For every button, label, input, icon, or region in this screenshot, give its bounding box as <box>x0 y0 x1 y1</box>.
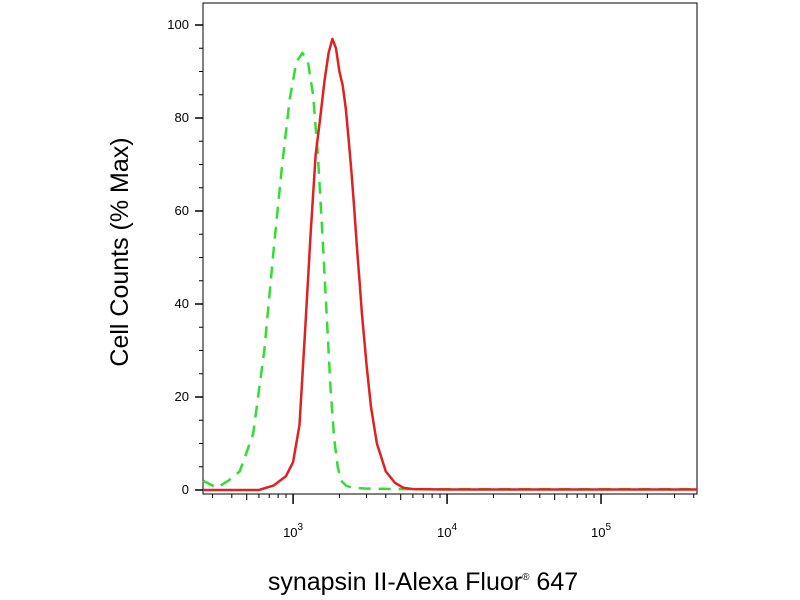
x-axis-title: synapsin II-Alexa Fluor® 647 <box>268 568 578 596</box>
x-axis-title-main: synapsin II-Alexa Fluor <box>268 568 522 596</box>
y-tick-label: 20 <box>175 389 189 404</box>
y-tick-label: 40 <box>175 296 189 311</box>
y-tick-label: 60 <box>175 203 189 218</box>
dashed-histogram-line <box>202 51 697 491</box>
x-tick-label: 103 <box>283 522 303 540</box>
y-axis-title: Cell Counts (% Max) <box>106 137 134 366</box>
x-axis-ticks: 103 104 105 <box>212 494 695 540</box>
y-tick-label: 100 <box>167 17 189 32</box>
x-axis-title-mark: ® <box>522 572 530 583</box>
x-axis-title-suffix: 647 <box>529 568 578 596</box>
y-axis-ticks: 0 20 40 60 80 100 <box>167 17 203 497</box>
x-tick-label: 104 <box>437 522 457 540</box>
solid-histogram-line <box>203 37 697 492</box>
plot-frame <box>202 2 698 495</box>
x-tick-label: 105 <box>591 522 611 540</box>
series-layer <box>202 37 697 492</box>
y-tick-label: 0 <box>182 482 189 497</box>
y-tick-label: 80 <box>175 110 189 125</box>
